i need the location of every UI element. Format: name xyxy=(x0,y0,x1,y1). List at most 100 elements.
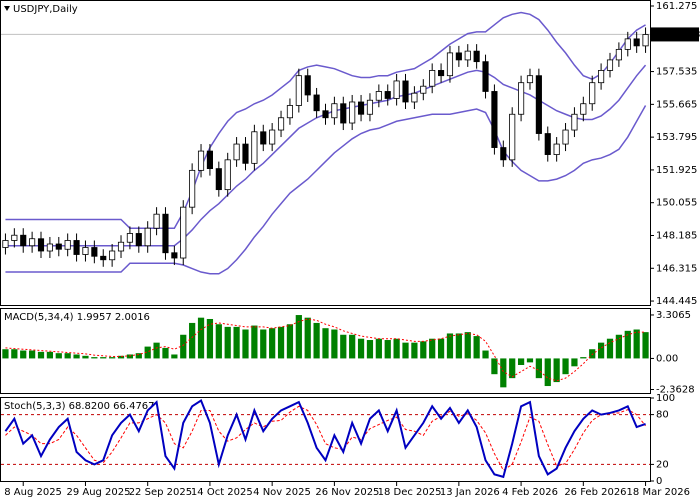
macd-bar xyxy=(455,333,462,359)
candle-body xyxy=(153,213,160,229)
candle-body xyxy=(233,143,240,161)
candle-body xyxy=(331,103,338,119)
macd-bar xyxy=(544,358,551,387)
macd-bar xyxy=(340,334,347,359)
candle-body xyxy=(375,91,382,101)
candle-body xyxy=(606,59,614,71)
macd-bar xyxy=(109,357,116,359)
macd-bar xyxy=(260,329,267,359)
y-tick-label: 20 xyxy=(656,459,669,470)
candle-body xyxy=(313,94,320,112)
stoch-panel xyxy=(0,397,651,482)
macd-bar xyxy=(295,315,302,359)
macd-bar xyxy=(20,350,27,359)
macd-bar xyxy=(482,350,489,359)
candle-body xyxy=(322,110,329,119)
candle-body xyxy=(393,80,400,99)
macd-bar xyxy=(322,328,329,359)
y-tick-label: 157.535 xyxy=(656,67,697,78)
candle-body xyxy=(553,143,560,155)
candle-body xyxy=(135,233,142,247)
candle-body xyxy=(366,99,374,115)
candle-body xyxy=(37,238,45,252)
candle-body xyxy=(295,75,302,106)
candle-body xyxy=(571,113,578,131)
candle-body xyxy=(215,168,222,191)
macd-bar xyxy=(153,342,160,359)
candle-body xyxy=(624,38,631,50)
macd-bar xyxy=(304,317,311,359)
macd-bar xyxy=(375,338,382,359)
macd-bar xyxy=(64,353,71,359)
macd-bar xyxy=(82,355,89,359)
candle-body xyxy=(357,101,365,115)
candle-body xyxy=(29,238,36,247)
candle-body xyxy=(171,252,178,259)
macd-bar xyxy=(553,358,560,383)
x-tick-label: 26 Nov 2025 xyxy=(315,487,379,498)
macd-bar xyxy=(233,326,240,359)
candle-body xyxy=(420,85,427,94)
x-tick-label: 4 Nov 2025 xyxy=(253,487,311,498)
chart-title: USDJPY,Daily xyxy=(13,4,78,15)
macd-bar xyxy=(411,342,418,359)
y-tick-label: 146.315 xyxy=(656,263,697,274)
macd-bar xyxy=(206,318,214,359)
candle-body xyxy=(46,243,53,252)
macd-bar xyxy=(606,338,614,359)
macd-bar xyxy=(313,322,320,359)
symbol-icon xyxy=(4,6,10,11)
macd-bar xyxy=(464,332,471,359)
candle-body xyxy=(55,243,62,250)
macd-bar xyxy=(11,349,18,359)
x-tick-label: 18 Mar 2026 xyxy=(627,487,690,498)
macd-bar xyxy=(509,358,516,379)
candle-body xyxy=(598,70,605,84)
candle-body xyxy=(189,169,196,208)
y-tick-label: 155.665 xyxy=(656,99,697,110)
candle-body xyxy=(11,234,18,241)
macd-bar xyxy=(55,353,62,359)
macd-bar xyxy=(491,358,498,375)
macd-bar xyxy=(100,357,107,359)
macd-bar xyxy=(633,329,640,359)
candle-body xyxy=(589,82,596,105)
macd-bar xyxy=(437,338,445,359)
x-tick-label: 26 Feb 2026 xyxy=(564,487,626,498)
candle-body xyxy=(251,131,258,164)
macd-bar xyxy=(135,353,142,359)
x-tick-label: 22 Sep 2025 xyxy=(129,487,192,498)
candle-body xyxy=(162,213,169,254)
bollinger-lower xyxy=(5,105,647,275)
current-price-label: 159.653 xyxy=(655,29,700,40)
candle-body xyxy=(500,147,507,161)
macd-bar xyxy=(215,324,222,359)
macd-bar xyxy=(73,354,80,359)
macd-bar xyxy=(402,342,409,359)
candle-body xyxy=(126,233,133,243)
candle-body xyxy=(491,91,498,148)
candle-body xyxy=(2,240,9,248)
candle-body xyxy=(615,48,622,61)
macd-bar xyxy=(46,351,54,359)
macd-bar xyxy=(526,358,534,363)
macd-bar xyxy=(580,357,587,359)
y-tick-label: 150.055 xyxy=(656,198,697,209)
macd-bar xyxy=(420,341,427,359)
candle-body xyxy=(180,206,187,259)
macd-bar xyxy=(29,350,36,359)
y-tick-label: 161.275 xyxy=(656,1,697,12)
candle-body xyxy=(340,103,347,124)
macd-bar xyxy=(189,322,196,359)
macd-bar xyxy=(366,340,374,359)
candle-body xyxy=(402,80,409,103)
candle-body xyxy=(73,240,80,255)
candle-body xyxy=(197,150,205,171)
macd-bar xyxy=(429,338,436,359)
candle-body xyxy=(482,61,489,92)
macd-bar xyxy=(2,349,9,359)
candle-body xyxy=(117,241,125,252)
price-panel xyxy=(0,0,651,306)
candle-body xyxy=(277,117,285,131)
candle-body xyxy=(286,105,294,119)
